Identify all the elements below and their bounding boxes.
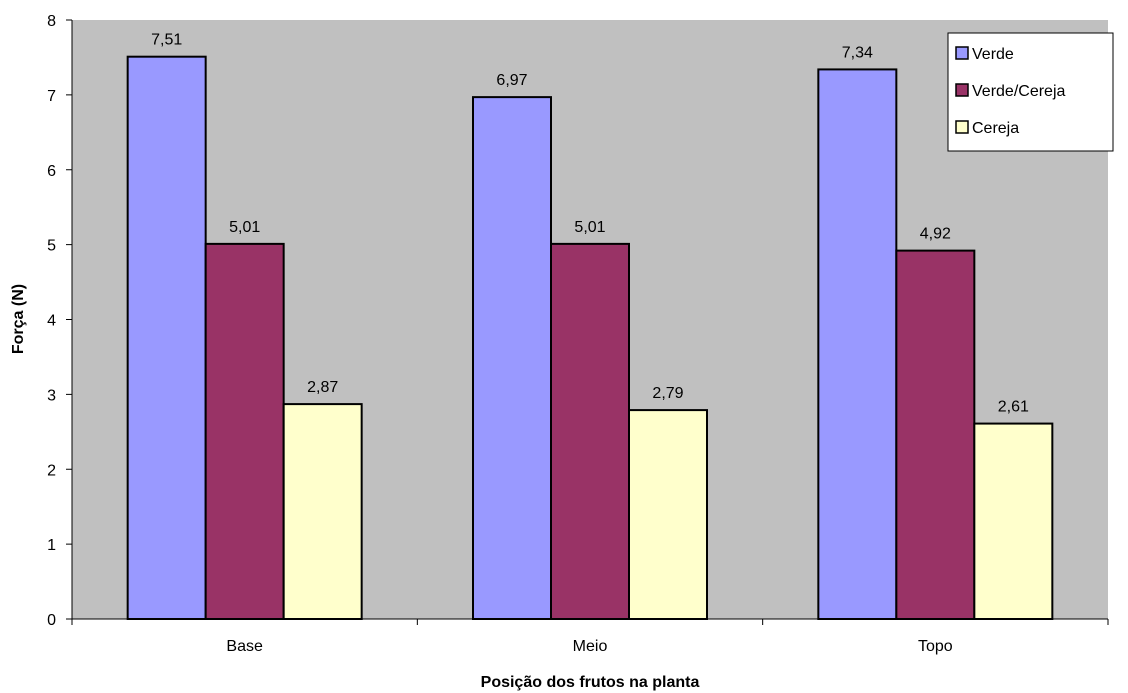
x-tick-label: Base bbox=[226, 638, 263, 655]
legend-label: Cereja bbox=[972, 120, 1019, 137]
x-tick-label: Meio bbox=[573, 638, 608, 655]
bar-verde-cereja-meio bbox=[550, 242, 630, 620]
legend: Verde Verde/Cereja Cereja bbox=[947, 32, 1114, 152]
legend-label: Verde/Cereja bbox=[972, 83, 1065, 100]
data-label: 5,01 bbox=[229, 219, 260, 236]
y-tick-label: 8 bbox=[47, 13, 56, 30]
legend-label: Verde bbox=[972, 46, 1014, 63]
y-tick-label: 5 bbox=[47, 238, 56, 255]
x-axis-title: Posição dos frutos na planta bbox=[481, 674, 700, 691]
data-label: 2,87 bbox=[307, 379, 338, 396]
bar-cereja-base bbox=[282, 403, 363, 621]
data-label: 4,92 bbox=[920, 226, 951, 243]
data-label: 5,01 bbox=[574, 219, 605, 236]
y-tick-label: 2 bbox=[47, 462, 56, 479]
bar-verde-topo bbox=[817, 68, 898, 621]
bar-cereja-meio bbox=[628, 409, 708, 620]
y-tick-label: 3 bbox=[47, 387, 56, 404]
y-tick-label: 0 bbox=[47, 612, 56, 629]
bar-verde-base bbox=[126, 55, 207, 621]
data-label: 7,34 bbox=[842, 44, 873, 61]
data-label: 2,61 bbox=[998, 399, 1029, 416]
legend-swatch bbox=[955, 120, 969, 134]
data-label: 6,97 bbox=[496, 72, 527, 89]
bar-verde-cereja-base bbox=[204, 242, 285, 620]
legend-box bbox=[947, 32, 1114, 152]
y-ticks-group: 0 1 2 3 4 5 6 7 8 bbox=[47, 13, 72, 629]
bars-group bbox=[126, 55, 1054, 621]
y-tick-label: 7 bbox=[47, 88, 56, 105]
x-ticks-group: Base Meio Topo bbox=[71, 619, 1109, 655]
y-axis-title: Força (N) bbox=[10, 284, 27, 354]
bar-cereja-topo bbox=[973, 422, 1054, 621]
bar-verde-cereja-topo bbox=[895, 249, 976, 621]
legend-swatch bbox=[955, 83, 969, 97]
y-tick-label: 6 bbox=[47, 163, 56, 180]
data-label: 2,79 bbox=[652, 385, 683, 402]
y-tick-label: 4 bbox=[47, 313, 56, 330]
data-label: 7,51 bbox=[151, 32, 182, 49]
data-labels-group: 7,51 5,01 2,87 6,97 5,01 2,79 7,34 4,92 2,61 bbox=[151, 32, 1029, 416]
y-tick-label: 1 bbox=[47, 537, 56, 554]
x-tick-label: Topo bbox=[918, 638, 953, 655]
bar-verde-meio bbox=[472, 96, 552, 620]
legend-swatch bbox=[955, 46, 969, 60]
